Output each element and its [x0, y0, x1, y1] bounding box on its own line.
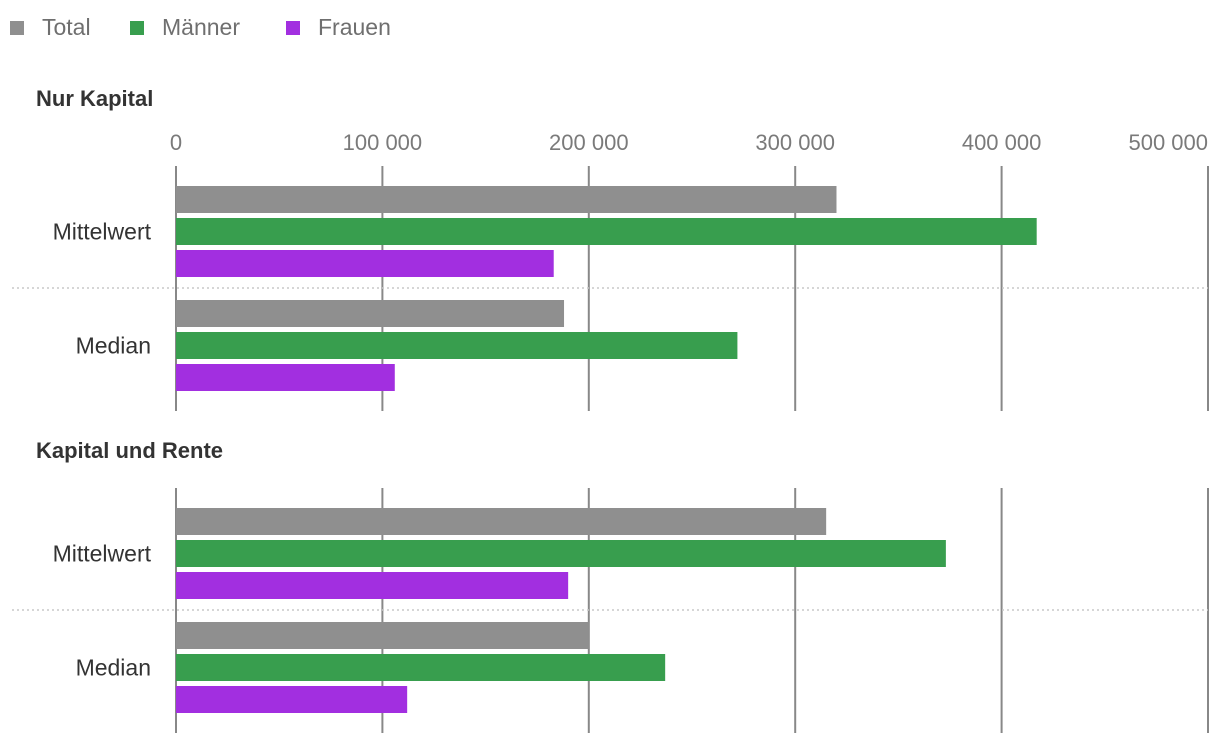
bar-mittelwert-total[interactable]	[176, 186, 837, 213]
tick-label-0: 0	[170, 130, 182, 155]
panel-title: Kapital und Rente	[36, 438, 223, 463]
bar-median-maenner[interactable]	[176, 654, 666, 681]
tick-label-400000: 400 000	[962, 130, 1042, 155]
tick-label-200000: 200 000	[549, 130, 629, 155]
bar-median-frauen[interactable]	[176, 686, 408, 713]
bar-mittelwert-maenner[interactable]	[176, 218, 1037, 245]
category-label-mittelwert: Mittelwert	[53, 541, 152, 567]
legend-label-frauen[interactable]: Frauen	[318, 14, 391, 40]
bar-mittelwert-frauen[interactable]	[176, 250, 554, 277]
legend-swatch-frauen	[286, 21, 300, 35]
bar-mittelwert-total[interactable]	[176, 508, 827, 535]
bar-mittelwert-frauen[interactable]	[176, 572, 569, 599]
bar-median-total[interactable]	[176, 622, 589, 649]
category-label-mittelwert: Mittelwert	[53, 219, 152, 245]
legend-swatch-total	[10, 21, 24, 35]
bar-median-maenner[interactable]	[176, 332, 738, 359]
legend-label-maenner[interactable]: Männer	[162, 14, 240, 40]
tick-label-100000: 100 000	[343, 130, 423, 155]
bar-mittelwert-maenner[interactable]	[176, 540, 946, 567]
legend: Total Männer Frauen	[10, 14, 391, 40]
bar-median-frauen[interactable]	[176, 364, 395, 391]
legend-label-total[interactable]: Total	[42, 14, 91, 40]
tick-label-500000: 500 000	[1128, 130, 1208, 155]
bar-median-total[interactable]	[176, 300, 565, 327]
category-label-median: Median	[76, 333, 151, 359]
tick-label-300000: 300 000	[755, 130, 835, 155]
panel-nur-kapital: Nur Kapital 0 100 000 200 000 300 000 400 000…	[12, 86, 1209, 411]
legend-swatch-maenner	[130, 21, 144, 35]
panel-title: Nur Kapital	[36, 86, 153, 111]
category-label-median: Median	[76, 655, 151, 681]
panel-kapital-und-rente: Kapital und Rente Mittelwert Median	[12, 438, 1209, 733]
